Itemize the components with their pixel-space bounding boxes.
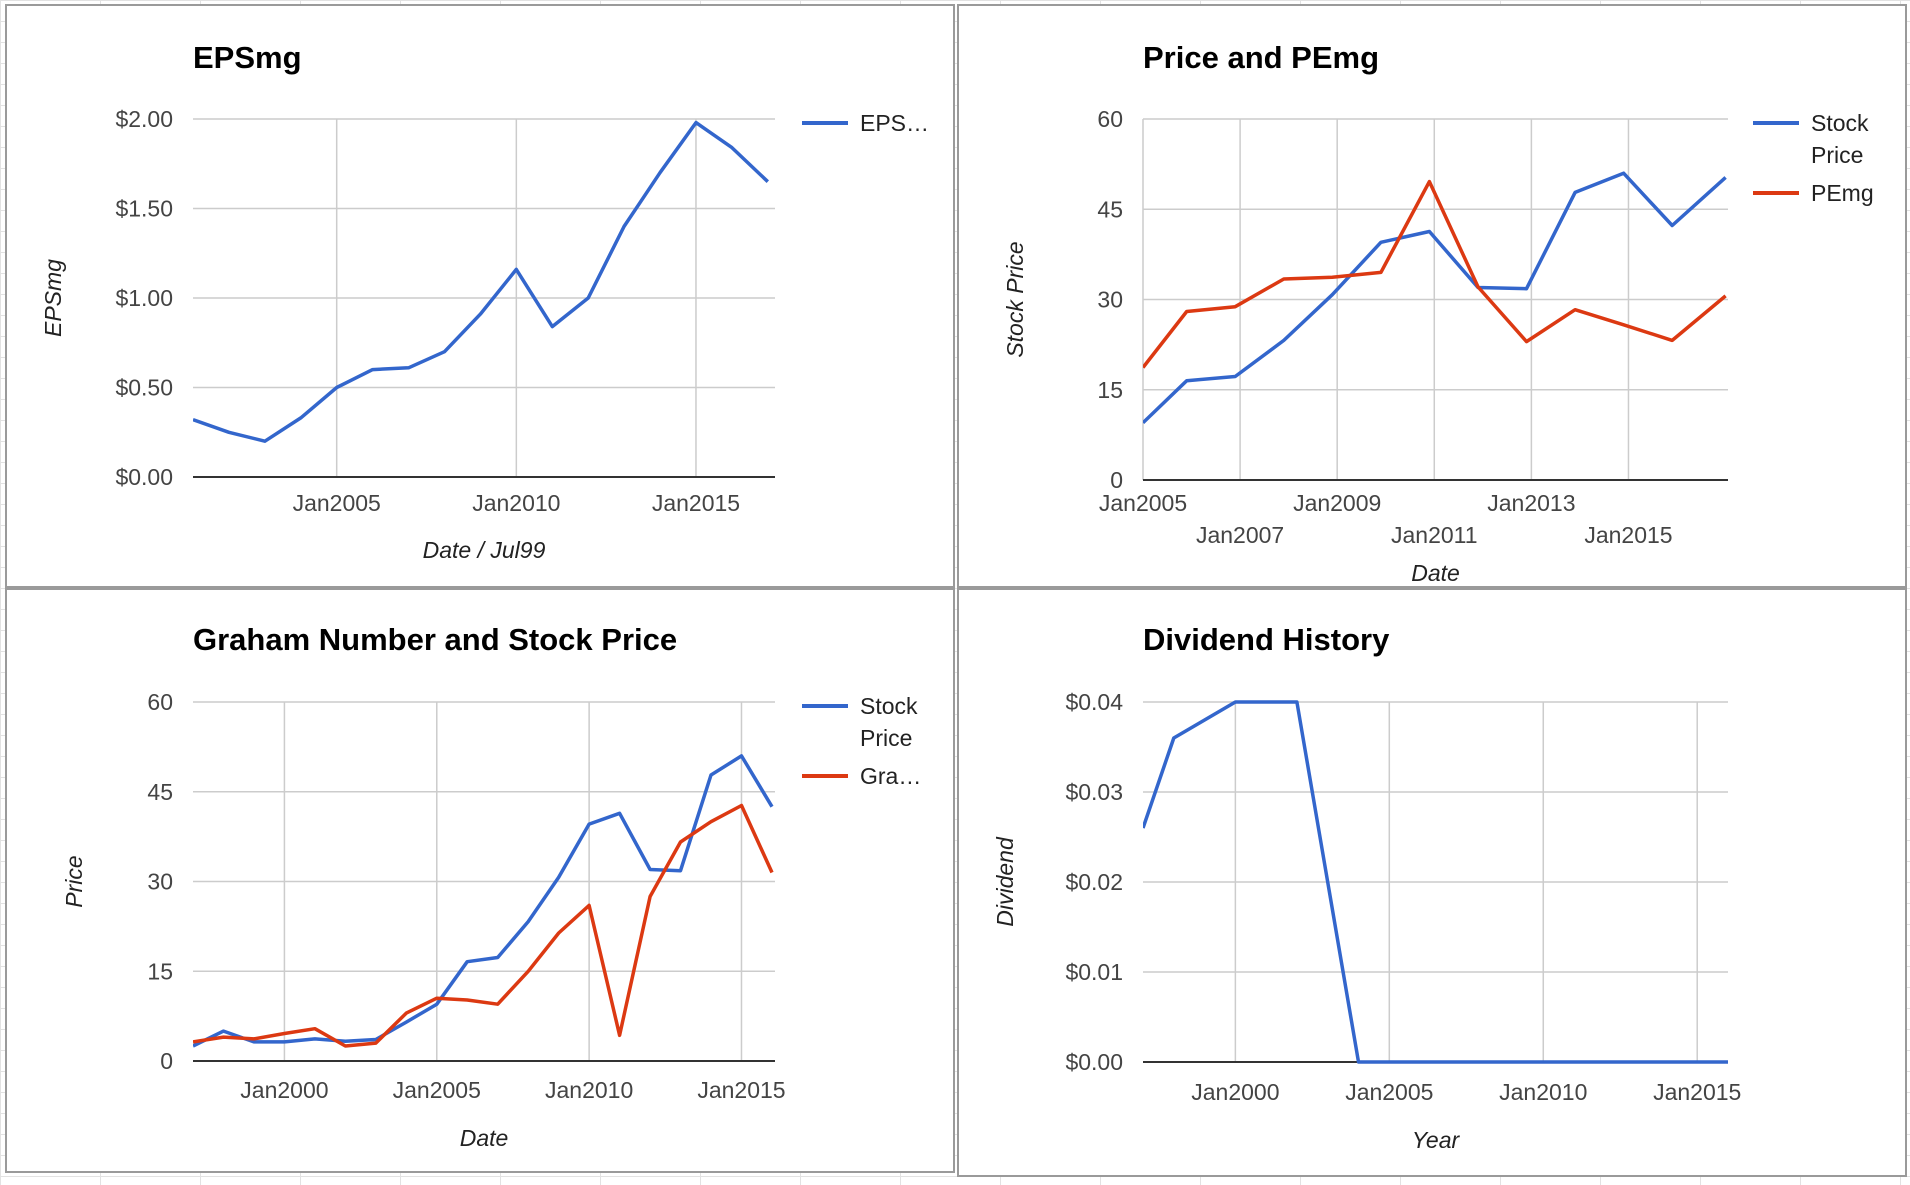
y-tick-label: $0.50 xyxy=(115,375,173,401)
series-line-graham-number xyxy=(193,803,774,1048)
dividend-chart-panel[interactable]: Dividend History $0.00 $0.01 $0.02 $0.03 $0.0… xyxy=(957,588,1907,1177)
y-tick-label: 0 xyxy=(1110,467,1123,493)
x-axis-label: Date xyxy=(460,1125,509,1151)
y-tick-label: 45 xyxy=(147,779,173,805)
y-tick-label: $1.50 xyxy=(115,196,173,222)
dividend-chart: Dividend History $0.00 $0.01 $0.02 $0.03 $0.0… xyxy=(992,622,1741,1153)
x-tick-label: Jan2005 xyxy=(1345,1079,1433,1105)
y-tick-label: $0.01 xyxy=(1065,959,1123,985)
legend-label: EPS… xyxy=(860,110,929,136)
graham-chart: Graham Number and Stock Price 0 15 30 45 60 Ja… xyxy=(61,622,921,1151)
y-tick-label: $0.00 xyxy=(115,464,173,490)
legend-label: Stock Price xyxy=(860,693,918,751)
y-tick-label: 60 xyxy=(147,689,173,715)
y-tick-label: $0.04 xyxy=(1065,689,1123,715)
x-tick-label: Jan2015 xyxy=(1653,1079,1741,1105)
series-line-stock-price xyxy=(193,754,774,1048)
y-tick-label: 15 xyxy=(1097,377,1123,403)
x-tick-label: Jan2000 xyxy=(240,1077,328,1103)
y-tick-label: 15 xyxy=(147,958,173,984)
x-axis-label: Year xyxy=(1412,1127,1461,1153)
series-line-stock-price xyxy=(1143,171,1727,425)
graham-chart-panel[interactable]: Graham Number and Stock Price 0 15 30 45 60 Ja… xyxy=(5,588,955,1173)
series-line-epsmg xyxy=(193,120,770,443)
legend-label: Gra… xyxy=(860,763,921,789)
x-tick-label: Jan2010 xyxy=(1499,1079,1587,1105)
x-tick-label: Jan2007 xyxy=(1196,522,1284,548)
series-line-pemg xyxy=(1143,179,1727,369)
x-tick-label: Jan2000 xyxy=(1191,1079,1279,1105)
y-tick-label: $0.00 xyxy=(1065,1049,1123,1075)
y-tick-label: 0 xyxy=(160,1048,173,1074)
y-axis-label: Price xyxy=(61,855,87,907)
eps-chart-panel[interactable]: EPSmg $0.00 $0.50 $1.00 $1.50 $2.00 Jan2005 Jan… xyxy=(5,4,955,588)
x-tick-label: Jan2010 xyxy=(472,490,560,516)
x-tick-label: Jan2005 xyxy=(293,490,381,516)
x-tick-label: Jan2013 xyxy=(1487,490,1575,516)
y-tick-label: 45 xyxy=(1097,196,1123,222)
legend-label: PEmg xyxy=(1811,180,1874,206)
x-tick-label: Jan2010 xyxy=(545,1077,633,1103)
y-tick-label: $0.03 xyxy=(1065,779,1123,805)
y-tick-label: $2.00 xyxy=(115,106,173,132)
x-tick-label: Jan2015 xyxy=(652,490,740,516)
x-tick-label: Jan2011 xyxy=(1391,522,1478,548)
y-tick-label: $1.00 xyxy=(115,285,173,311)
chart-title: Dividend History xyxy=(1143,622,1390,657)
x-tick-label: Jan2015 xyxy=(1584,522,1672,548)
legend-label: Stock Price xyxy=(1811,110,1869,168)
x-axis-label: Date / Jul99 xyxy=(423,537,546,563)
chart-title: EPSmg xyxy=(193,40,302,75)
series-line-dividend xyxy=(1143,700,1728,1064)
price-pe-chart-panel[interactable]: Price and PEmg 0 15 30 45 60 Jan2005 Jan2007 Jan… xyxy=(957,4,1907,588)
y-axis-label: EPSmg xyxy=(40,259,66,337)
x-tick-label: Jan2005 xyxy=(1099,490,1187,516)
y-axis-label: Stock Price xyxy=(1002,241,1028,357)
chart-title: Price and PEmg xyxy=(1143,40,1379,75)
x-tick-label: Jan2015 xyxy=(697,1077,785,1103)
x-tick-label: Jan2005 xyxy=(393,1077,481,1103)
y-axis-label: Dividend xyxy=(992,836,1018,927)
x-tick-label: Jan2009 xyxy=(1293,490,1381,516)
x-axis-label: Date xyxy=(1411,560,1460,586)
y-tick-label: 30 xyxy=(1097,287,1123,313)
chart-title: Graham Number and Stock Price xyxy=(193,622,677,657)
price-pe-chart: Price and PEmg 0 15 30 45 60 Jan2005 Jan2007 Jan… xyxy=(1002,40,1874,586)
y-tick-label: $0.02 xyxy=(1065,869,1123,895)
y-tick-label: 30 xyxy=(147,869,173,895)
eps-chart: EPSmg $0.00 $0.50 $1.00 $1.50 $2.00 Jan2005 Jan… xyxy=(40,40,929,563)
y-tick-label: 60 xyxy=(1097,106,1123,132)
